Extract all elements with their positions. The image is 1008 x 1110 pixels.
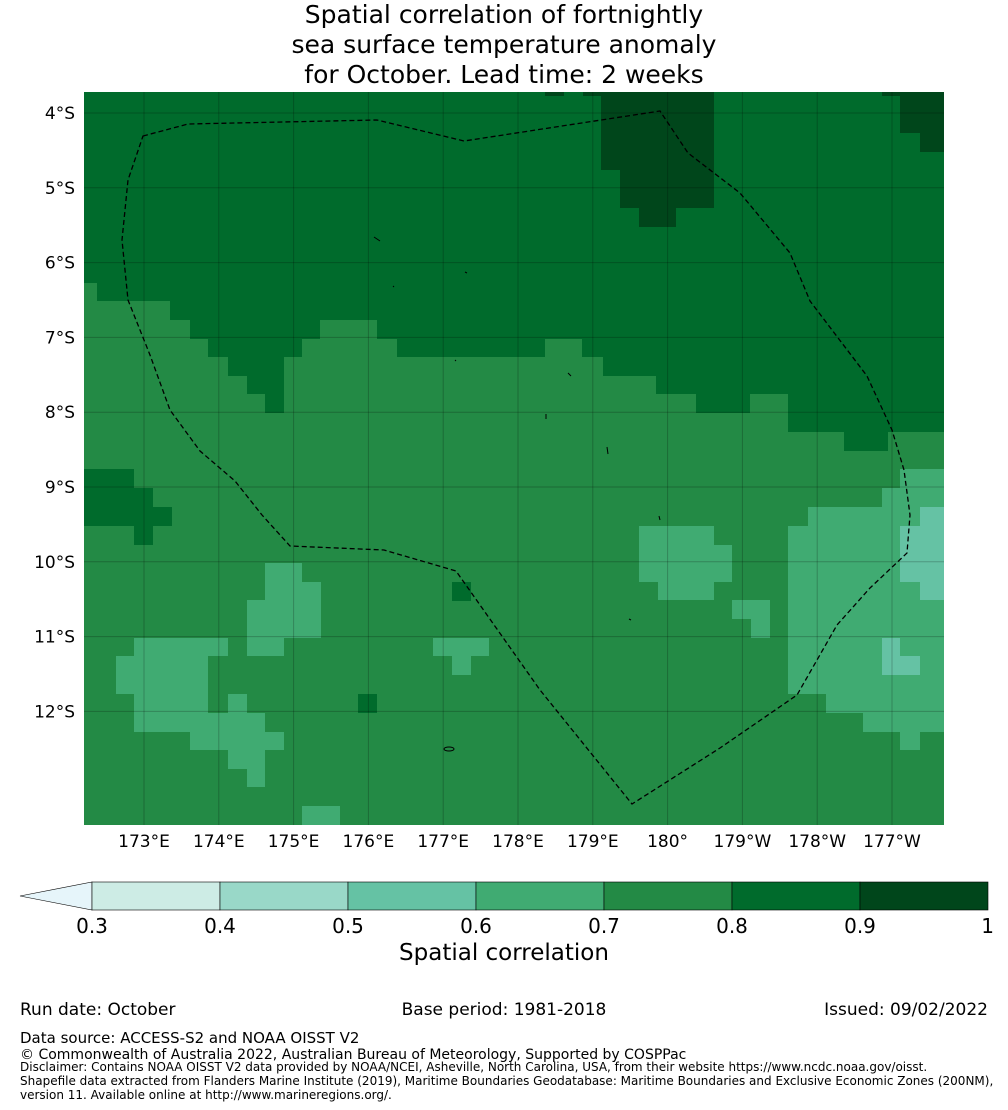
colorbar-segment bbox=[859, 881, 989, 911]
map-title: Spatial correlation of fortnightly sea s… bbox=[0, 0, 1008, 90]
lon-tick-label: 179°W bbox=[714, 832, 772, 852]
islands bbox=[373, 236, 661, 752]
colorbar: 0.3 0.4 0.5 0.6 0.7 0.8 0.9 1 bbox=[19, 881, 994, 938]
colorbar-tick-labels: 0.3 0.4 0.5 0.6 0.7 0.8 0.9 1 bbox=[76, 914, 994, 938]
colorbar-segment bbox=[219, 881, 349, 911]
lon-tick-label: 177°E bbox=[417, 832, 469, 852]
run-date: Run date: October bbox=[20, 1000, 176, 1020]
lon-tick-label: 177°W bbox=[863, 832, 921, 852]
lat-tick-label: 9°S bbox=[45, 478, 75, 498]
colorbar-tick-label: 0.3 bbox=[76, 914, 108, 938]
colorbar-tick-label: 0.8 bbox=[716, 914, 748, 938]
disclaimer-line-2: Shapefile data extracted from Flanders M… bbox=[20, 1074, 994, 1088]
region-corr-0.9-1-east bbox=[882, 92, 944, 152]
base-period: Base period: 1981-2018 bbox=[401, 1000, 607, 1020]
lon-tick-label: 174°E bbox=[193, 832, 245, 852]
region-corr-0.6-0.7-east-mid bbox=[639, 526, 732, 600]
region-corr-0.8-0.9-north bbox=[84, 92, 944, 451]
graticule bbox=[84, 92, 944, 825]
colorbar-segment bbox=[347, 881, 477, 911]
latitude-tick-labels: 4°S 5°S 6°S 7°S 8°S 9°S 10°S 11°S 12°S bbox=[34, 104, 75, 722]
cell-corr-0.8-0.9-b bbox=[358, 694, 377, 713]
longitude-tick-labels: 173°E 174°E 175°E 176°E 177°E 178°E 179°E 180° 1… bbox=[118, 832, 921, 852]
disclaimer-line-1: Disclaimer: Contains NOAA OISST V2 data … bbox=[20, 1060, 928, 1074]
cell-corr-0.9-1-c bbox=[545, 92, 564, 96]
lon-tick-label: 178°E bbox=[492, 832, 544, 852]
region-corr-0.6-0.7-east-small bbox=[732, 600, 770, 638]
disclaimer-line-3: version 11. Available online at http://w… bbox=[20, 1088, 392, 1102]
lon-tick-label: 178°W bbox=[788, 832, 846, 852]
data-source: Data source: ACCESS-S2 and NOAA OISST V2 bbox=[20, 1029, 360, 1047]
lat-tick-label: 4°S bbox=[45, 104, 75, 124]
title-line-2: sea surface temperature anomaly bbox=[291, 30, 717, 59]
colorbar-tick-label: 0.6 bbox=[460, 914, 492, 938]
region-corr-0.9-1-north bbox=[601, 92, 714, 227]
lat-tick-label: 8°S bbox=[45, 403, 75, 423]
colorbar-segments bbox=[91, 881, 989, 911]
region-corr-0.6-0.7-west bbox=[116, 638, 284, 787]
lat-tick-label: 11°S bbox=[34, 628, 75, 648]
region-corr-0.8-0.9-west bbox=[84, 469, 172, 545]
region-corr-0.5-0.6-east bbox=[900, 507, 944, 600]
colorbar-segment bbox=[603, 881, 733, 911]
cell-corr-0.8-0.9-a bbox=[452, 582, 471, 601]
colorbar-under-arrow bbox=[19, 881, 93, 911]
correlation-map bbox=[84, 92, 944, 825]
lon-tick-label: 176°E bbox=[343, 832, 395, 852]
lat-tick-label: 12°S bbox=[34, 702, 75, 722]
lat-tick-label: 7°S bbox=[45, 328, 75, 348]
region-corr-0.5-0.6-south bbox=[882, 638, 920, 675]
colorbar-segment bbox=[731, 881, 861, 911]
region-corr-0.6-0.7-south bbox=[433, 638, 489, 675]
colorbar-segment bbox=[475, 881, 605, 911]
colorbar-tick-label: 0.9 bbox=[844, 914, 876, 938]
colorbar-label: Spatial correlation bbox=[399, 940, 609, 966]
lon-tick-label: 175°E bbox=[268, 832, 320, 852]
eez-boundary bbox=[121, 110, 911, 805]
colorbar-tick-label: 0.4 bbox=[204, 914, 236, 938]
lat-tick-label: 6°S bbox=[45, 254, 75, 274]
cell-corr-0.9-1-d bbox=[583, 92, 601, 96]
colorbar-segment bbox=[91, 881, 221, 911]
lon-tick-label: 179°E bbox=[567, 832, 619, 852]
lat-tick-label: 10°S bbox=[34, 553, 75, 573]
colorbar-tick-label: 0.7 bbox=[588, 914, 620, 938]
lon-tick-label: 173°E bbox=[118, 832, 170, 852]
lon-tick-label: 180° bbox=[647, 832, 688, 852]
lat-tick-label: 5°S bbox=[45, 179, 75, 199]
issued-date: Issued: 09/02/2022 bbox=[824, 1000, 988, 1020]
title-line-3: for October. Lead time: 2 weeks bbox=[304, 60, 704, 89]
title-line-1: Spatial correlation of fortnightly bbox=[304, 0, 704, 29]
colorbar-tick-label: 0.5 bbox=[332, 914, 364, 938]
copyright: © Commonwealth of Australia 2022, Austra… bbox=[20, 1047, 687, 1063]
cell-corr-0.6-0.7-bottom bbox=[302, 806, 340, 825]
region-corr-0.6-0.7-center bbox=[247, 563, 321, 656]
colorbar-tick-label: 1 bbox=[981, 914, 994, 938]
